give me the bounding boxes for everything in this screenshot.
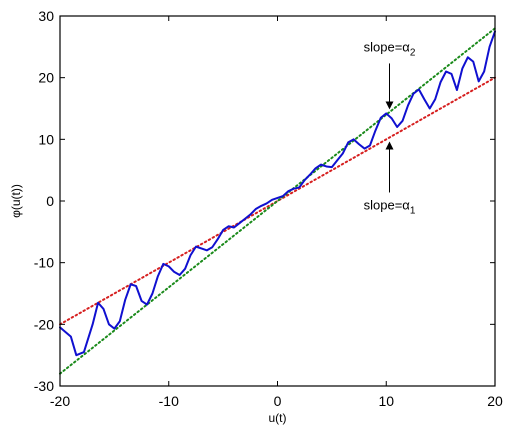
annotation-label-alpha2: slope=α2 xyxy=(364,39,416,58)
y-tick-label: -20 xyxy=(34,316,54,332)
y-tick-label: 0 xyxy=(46,193,54,209)
x-tick-label: 0 xyxy=(274,393,282,409)
y-axis-label: φ(u(t)) xyxy=(9,184,23,218)
y-tick-label: -30 xyxy=(34,378,54,394)
annotation-label-alpha1: slope=α1 xyxy=(364,197,416,216)
series-line-1-dotted xyxy=(59,76,496,326)
x-tick-label: 10 xyxy=(378,393,394,409)
x-axis-label: u(t) xyxy=(269,411,287,425)
series-line-3-curve xyxy=(59,30,496,357)
x-tick-label: -10 xyxy=(159,393,179,409)
series-layer xyxy=(59,27,496,375)
series-line-2-dotted xyxy=(59,27,496,375)
y-tick-label: 10 xyxy=(38,131,54,147)
x-tick-label: 20 xyxy=(487,393,503,409)
x-tick-label: -20 xyxy=(50,393,70,409)
y-tick-label: 30 xyxy=(38,8,54,24)
y-tick-label: -10 xyxy=(34,255,54,271)
y-tick-label: 20 xyxy=(38,70,54,86)
annotation-layer: slope=α2 slope=α1 xyxy=(364,39,416,216)
plot-frame xyxy=(59,15,496,387)
